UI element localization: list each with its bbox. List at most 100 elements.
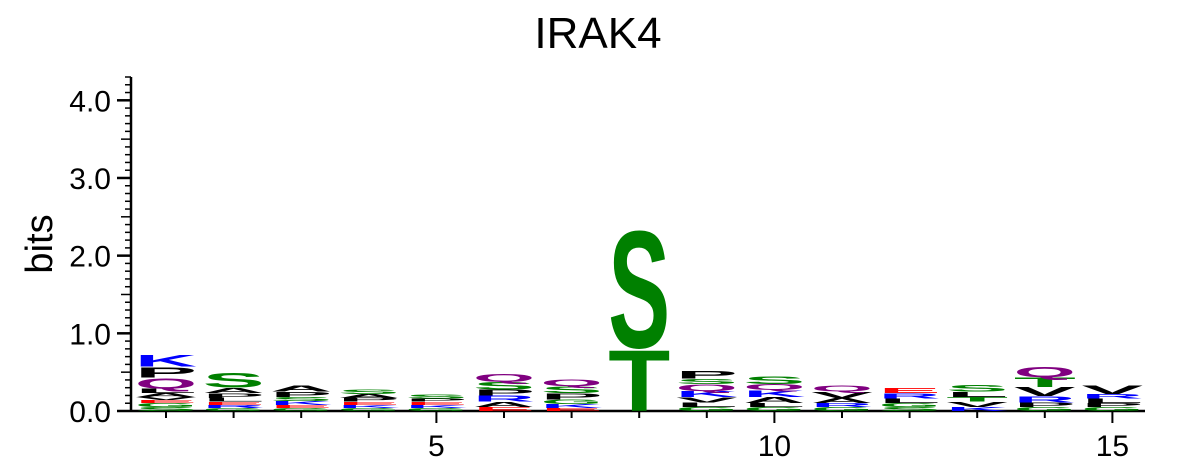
logo-letter-G: G: [1081, 406, 1143, 412]
logo-letter-T: T: [946, 396, 1008, 403]
logo-letter-S: S: [203, 369, 265, 393]
logo-letter-S: S: [743, 374, 805, 386]
logo-letter-L: L: [879, 398, 941, 405]
logo-letter-P: P: [135, 364, 197, 381]
logo-letter-P: P: [676, 369, 738, 381]
logo-letter-L: L: [743, 402, 805, 408]
logo-letter-A: A: [473, 400, 535, 408]
logo-letter-Q: Q: [811, 384, 873, 393]
logo-letter-A: A: [135, 392, 197, 398]
logo-letter-K: K: [405, 404, 467, 409]
y-axis-label: bits: [19, 214, 61, 273]
logo-letter-G: G: [405, 407, 467, 412]
logo-letter-Q: Q: [541, 378, 603, 389]
logo-letter-E: E: [135, 399, 197, 404]
logo-letter-A: A: [811, 397, 873, 405]
logo-letter-A: A: [203, 386, 265, 394]
logo-letter-L: L: [1081, 398, 1143, 405]
logo-letter-A: A: [270, 384, 332, 394]
logo-letter-R: R: [879, 392, 941, 400]
logo-letter-K: K: [270, 400, 332, 406]
logo-letter-L: L: [676, 401, 738, 408]
logo-letter-P: P: [203, 392, 265, 399]
logo-letter-V: V: [1014, 385, 1076, 399]
logo-letter-P: P: [338, 397, 400, 403]
logo-letter-V: V: [135, 396, 197, 401]
logo-letter-P: P: [1014, 401, 1076, 408]
logo-letter-P: P: [473, 388, 535, 398]
logo-letter-Q: Q: [135, 375, 197, 392]
logo-letter-E: E: [338, 401, 400, 406]
chart-title: IRAK4: [534, 9, 661, 58]
logo-letter-G: G: [1014, 406, 1076, 412]
y-tick-label: 1.0: [69, 318, 111, 351]
logo-letter-K: K: [946, 406, 1008, 412]
y-tick-label: 0.0: [69, 396, 111, 429]
logo-letter-K: K: [541, 403, 603, 409]
y-tick-label: 2.0: [69, 241, 111, 274]
logo-letters: SGEVALQPKGRELPASGEKSPAGKEPASGKEPSEARPSQE…: [135, 196, 1143, 430]
logo-letter-R: R: [1014, 395, 1076, 405]
logo-letter-R: R: [1081, 393, 1143, 400]
logo-letter-S: S: [473, 380, 535, 392]
logo-letter-S: S: [676, 377, 738, 385]
logo-letter-Q: Q: [676, 382, 738, 393]
logo-letter-G: G: [135, 402, 197, 408]
logo-letter-L: L: [135, 387, 197, 394]
logo-letter-Q: Q: [1014, 364, 1076, 381]
logo-letter-S: S: [270, 396, 332, 402]
logo-letter-G: G: [676, 406, 738, 412]
logo-letter-S: S: [405, 394, 467, 400]
logo-letter-G: G: [541, 398, 603, 405]
logo-letter-S: S: [946, 383, 1008, 394]
logo-letter-Q: Q: [473, 372, 535, 384]
logo-letter-L: L: [946, 390, 1008, 398]
logo-letter-G: G: [270, 407, 332, 412]
logo-letter-E: E: [541, 407, 603, 412]
logo-letter-K: K: [676, 389, 738, 399]
logo-letter-R: R: [811, 402, 873, 408]
y-tick-label: 4.0: [69, 85, 111, 118]
x-tick-label: 15: [1096, 430, 1129, 463]
logo-letter-S: S: [541, 385, 603, 396]
logo-letter-G: G: [743, 406, 805, 412]
logo-letter-G: G: [203, 407, 265, 412]
logo-letter-R: R: [203, 404, 265, 409]
logo-letter-E: E: [473, 406, 535, 412]
logo-letter-A: A: [338, 393, 400, 399]
logo-letter-S: S: [135, 406, 197, 412]
logo-letter-V: V: [811, 390, 873, 399]
logo-letter-L: L: [203, 397, 265, 403]
logo-letter-S: S: [879, 406, 941, 412]
logo-letter-P: P: [405, 398, 467, 403]
logo-letter-E: E: [270, 404, 332, 409]
logo-letter-G: G: [338, 407, 400, 412]
logo-letter-V: V: [1082, 383, 1144, 396]
logo-letter-G: G: [811, 406, 873, 412]
logo-letter-P: P: [270, 390, 332, 398]
logo-letter-E: E: [879, 386, 941, 394]
x-tick-label: 5: [428, 430, 445, 463]
logo-letter-G: G: [879, 402, 941, 408]
axes: 0.0 1.0 2.0 3.0 4.0 5 10 15: [69, 76, 1145, 463]
logo-letter-S: S: [608, 196, 670, 383]
logo-letter-T: T: [1014, 374, 1076, 389]
x-tick-label: 10: [758, 430, 791, 463]
logo-letter-E: E: [405, 401, 467, 406]
logo-letter-R: R: [473, 394, 535, 404]
logo-letter-E: E: [203, 401, 265, 406]
logo-letter-Q: Q: [743, 383, 805, 392]
logo-letter-A: A: [743, 396, 805, 406]
logo-letter-S: S: [338, 388, 400, 395]
logo-letter-K: K: [338, 404, 400, 409]
logo-letter-K: K: [135, 352, 197, 371]
logo-letter-P: P: [541, 392, 603, 402]
logo-letter-V: V: [676, 396, 738, 404]
y-tick-label: 3.0: [69, 163, 111, 196]
logo-letter-V: V: [946, 400, 1008, 408]
logo-letter-K: K: [743, 388, 805, 399]
logo-letter-T: T: [608, 333, 670, 431]
logo-letter-P: P: [1081, 402, 1143, 408]
